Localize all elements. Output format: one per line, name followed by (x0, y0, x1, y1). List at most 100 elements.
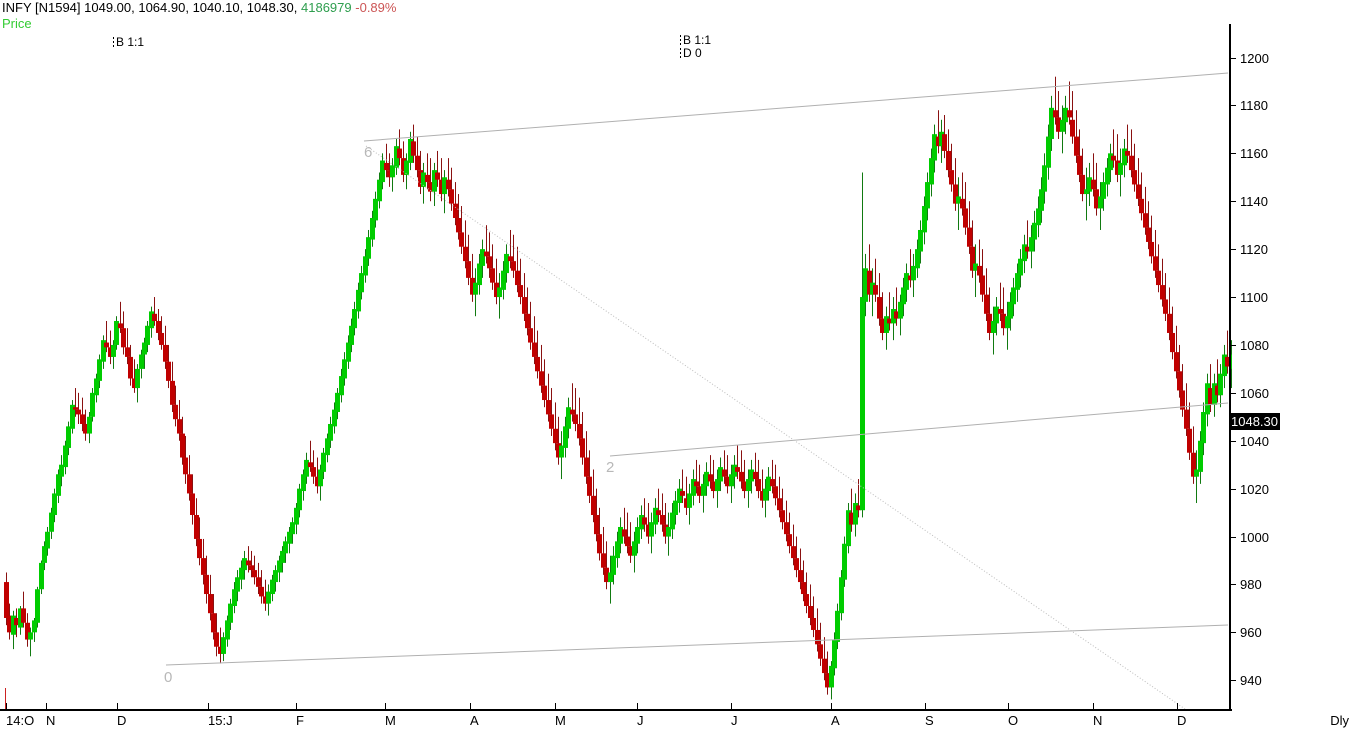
candle-body (849, 512, 854, 525)
lower-channel-line[interactable] (165, 624, 1229, 666)
gann-fan-down-line[interactable] (365, 145, 1186, 710)
candle-wick (127, 328, 128, 365)
candle-wick (1165, 273, 1166, 321)
candle-body (573, 414, 578, 424)
candle-body (708, 474, 713, 482)
candle-wick (579, 397, 580, 446)
candle-body (566, 407, 571, 429)
candle-wick (658, 488, 659, 523)
dotted-marker-icon (680, 48, 681, 59)
candle-body (1056, 117, 1061, 132)
candle-body (1129, 155, 1134, 171)
candle-body (735, 467, 740, 472)
candle-body (632, 541, 637, 556)
candle-body (114, 320, 119, 345)
candle-body (466, 261, 471, 278)
candle-body (994, 306, 999, 324)
candle-wick (548, 373, 549, 422)
candle-body (59, 464, 64, 477)
candle-body (787, 534, 792, 547)
candle-wick (1086, 167, 1087, 221)
candle-body (891, 309, 896, 324)
candle-body (949, 170, 954, 185)
candle-wick (1027, 220, 1028, 259)
candle-wick (399, 129, 400, 166)
candle-body (1091, 179, 1096, 190)
candle-wick (1138, 158, 1139, 207)
candle-body (80, 414, 85, 424)
candle-body (622, 529, 627, 537)
candle-body (773, 486, 778, 499)
candle-body (1167, 313, 1172, 333)
candle-wick (220, 627, 221, 664)
candle-body (846, 510, 851, 547)
candle-wick (30, 627, 31, 657)
candle-body (946, 150, 951, 171)
candle-wick (520, 258, 521, 305)
upper-channel-line[interactable] (363, 72, 1229, 142)
y-axis-tick (1229, 584, 1236, 585)
y-axis-tick (1229, 153, 1236, 154)
candle-wick (793, 524, 794, 566)
candle-body (804, 594, 809, 607)
candle-body (1074, 136, 1079, 156)
candle-body (239, 567, 244, 580)
candle-body (522, 297, 527, 314)
y-axis-label: 1100 (1240, 290, 1268, 305)
candle-body (259, 586, 264, 597)
candle-wick (727, 455, 728, 494)
candle-body (390, 165, 395, 178)
candle-body (591, 495, 596, 515)
pivot-label-2: 2 (606, 459, 615, 476)
x-axis-label: J (637, 713, 644, 728)
candle-body (894, 311, 899, 319)
candle-wick (537, 330, 538, 379)
candle-body (1205, 383, 1210, 415)
gann-marker-left[interactable]: B 1:1 (113, 36, 144, 49)
candle-body (535, 356, 540, 372)
candle-wick (254, 555, 255, 585)
candle-body (911, 265, 916, 281)
candle-wick (513, 234, 514, 278)
quote-header: INFY [N1594] 1049.00, 1064.90, 1040.10, … (2, 1, 396, 15)
x-axis-start-marker (5, 688, 6, 709)
candle-wick (575, 388, 576, 432)
candle-body (32, 620, 37, 633)
candle-body (190, 493, 195, 515)
candle-wick (806, 572, 807, 614)
candle-body (915, 249, 920, 269)
candle-body (266, 591, 271, 604)
candle-body (101, 340, 106, 362)
x-axis-label: N (46, 713, 56, 728)
candle-body (1042, 165, 1047, 192)
candle-body (960, 198, 965, 209)
candle-body (701, 483, 706, 496)
gann-marker-right[interactable]: B 1:1 D 0 (680, 34, 711, 60)
candle-body (770, 479, 775, 487)
candle-body (570, 409, 575, 415)
candle-body (635, 526, 640, 544)
candle-body (273, 570, 278, 583)
chart-plot-area[interactable] (0, 0, 1232, 710)
candle-body (1180, 390, 1185, 410)
candle-body (1108, 153, 1113, 171)
candle-wick (1093, 153, 1094, 197)
candle-body (525, 313, 530, 329)
median-channel-line[interactable] (609, 402, 1229, 457)
candle-wick (386, 143, 387, 178)
candle-wick (1217, 359, 1218, 403)
candle-body (1077, 155, 1082, 175)
candle-body (1105, 167, 1110, 185)
candle-body (742, 481, 747, 492)
candle-body (922, 206, 927, 233)
candle-body (1149, 241, 1154, 257)
candle-body (697, 486, 702, 496)
candle-wick (317, 457, 318, 494)
y-axis-tick (1229, 489, 1236, 490)
y-axis-tick (1229, 249, 1236, 250)
dotted-marker-icon (113, 37, 114, 48)
candle-body (656, 510, 661, 515)
candle-body (63, 445, 68, 468)
x-axis-label: M (555, 713, 566, 728)
candle-wick (1134, 143, 1135, 192)
